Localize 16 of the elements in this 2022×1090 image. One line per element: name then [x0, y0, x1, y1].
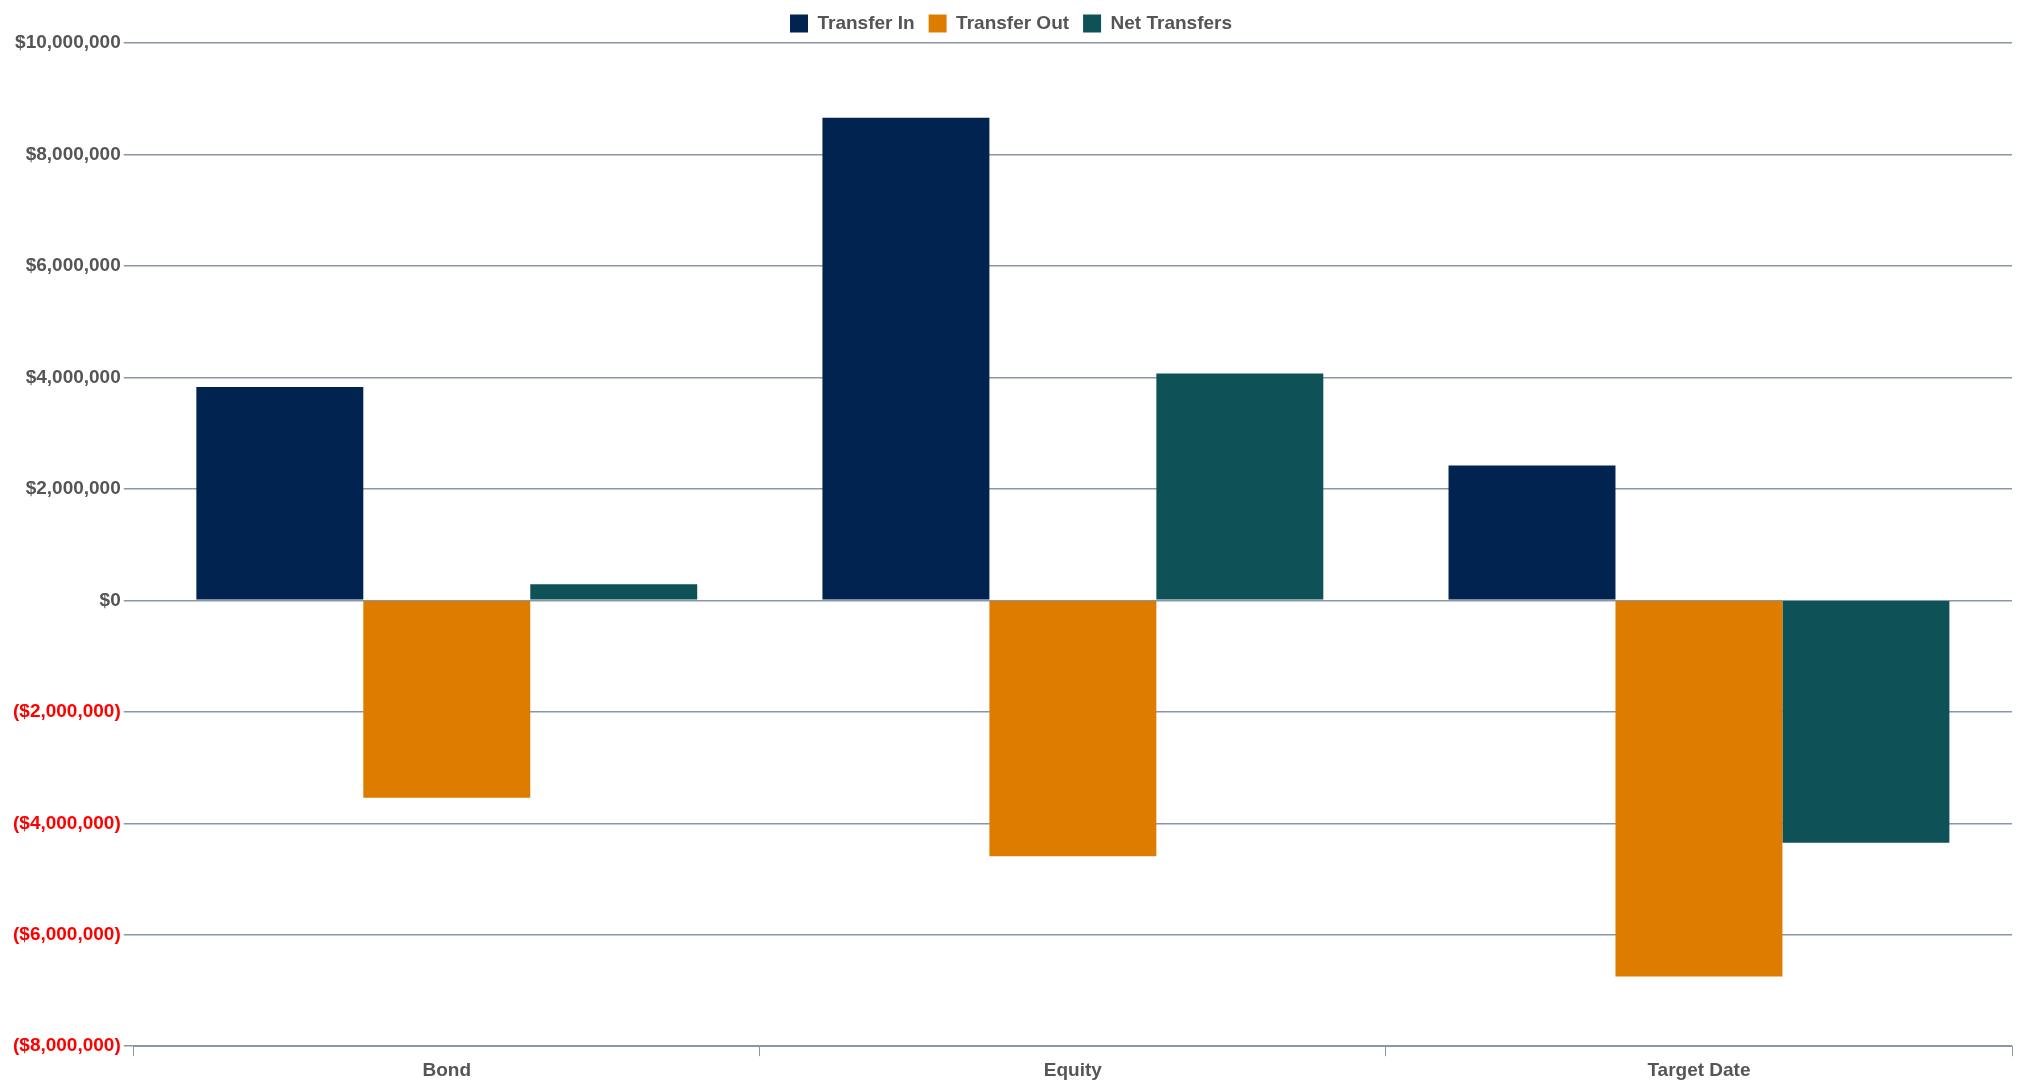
legend-label: Transfer Out	[956, 11, 1070, 33]
x-tick-label: Target Date	[1647, 1058, 1751, 1080]
y-tick-label: $4,000,000	[25, 365, 121, 387]
y-tick-label: $6,000,000	[25, 254, 121, 276]
y-tick-label: ($4,000,000)	[13, 811, 121, 833]
y-tick-label: ($8,000,000)	[13, 1034, 121, 1056]
legend-label: Net Transfers	[1110, 11, 1233, 33]
x-tick-label: Equity	[1043, 1058, 1103, 1080]
y-tick-label: $10,000,000	[15, 31, 121, 53]
y-tick-label: $2,000,000	[25, 477, 121, 499]
y-tick-label: ($6,000,000)	[13, 922, 121, 944]
y-tick-label: $8,000,000	[25, 142, 121, 164]
x-tick-label: Bond	[422, 1058, 472, 1080]
y-tick-label: $0	[99, 588, 121, 610]
y-tick-label: ($2,000,000)	[13, 700, 121, 722]
legend-label: Transfer In	[817, 11, 915, 33]
